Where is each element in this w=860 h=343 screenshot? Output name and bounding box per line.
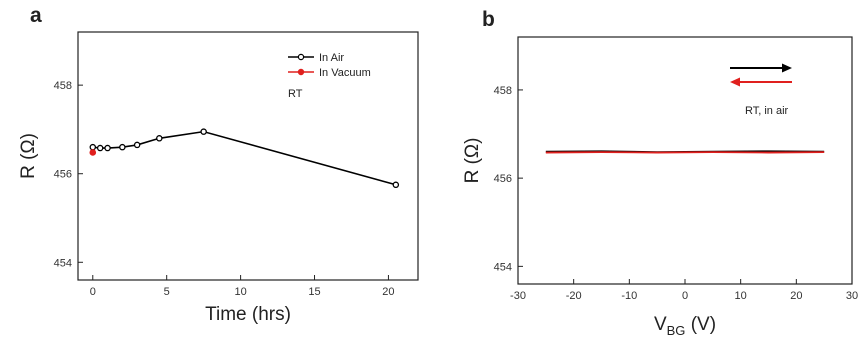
x-tick-label: 10 [735,290,747,302]
series-line-0 [92,130,397,186]
data-point [200,128,207,135]
x-axis-label: VBG (V) [654,314,716,338]
panel-label-b: b [482,8,495,31]
panel-a: a 0 5 10 15 20 454 456 458 In Air In Vacuum RT Time … [18,4,419,325]
forward-arrowhead-icon [782,63,792,73]
legend-marker [297,68,305,76]
data-point [156,135,163,142]
x-tick-label: 20 [382,286,394,298]
y-tick-label: 456 [54,169,72,181]
y-axis-label: R (Ω) [18,133,39,179]
y-tick-label: 454 [54,257,72,269]
panel-label-a: a [30,4,42,27]
x-tick-label: 20 [790,290,802,302]
data-point [392,181,400,189]
x-axis-label-main: V [654,314,667,335]
y-tick-label: 458 [54,80,72,92]
y-tick-label: 454 [494,261,512,273]
data-point [89,143,97,151]
y-tick-label: 458 [494,85,512,97]
x-tick-label: 30 [846,290,858,302]
x-axis-label-unit: (V) [685,314,716,335]
legend-marker [297,53,305,61]
x-tick-label: 0 [682,290,688,302]
y-tick-label: 456 [494,173,512,185]
data-point [104,144,111,152]
data-point [133,141,141,149]
backward-arrowhead-icon [730,77,740,87]
legend-entry: In Air [319,52,344,64]
x-tick-label: -20 [566,290,582,302]
y-axis-label: R (Ω) [462,138,483,184]
x-tick-label: 15 [308,286,320,298]
annotation-rt: RT [288,88,303,100]
data-point [96,144,104,152]
legend-entry: In Vacuum [319,67,371,79]
x-tick-label: -10 [621,290,637,302]
panel-b: b -30 -20 -10 0 10 20 30 454 456 458 RT, in air VBG … [462,8,858,338]
data-point-vacuum [89,149,97,156]
data-point [119,143,126,151]
annotation-rt-in-air: RT, in air [745,105,789,117]
plot-frame [517,36,853,285]
x-tick-label: 5 [164,286,170,298]
x-axis-label: Time (hrs) [205,304,291,325]
plot-frame [77,31,419,281]
x-tick-label: -30 [510,290,526,302]
x-tick-label: 0 [90,286,96,298]
x-axis-label-subscript: BG [667,323,686,338]
x-tick-label: 10 [234,286,246,298]
